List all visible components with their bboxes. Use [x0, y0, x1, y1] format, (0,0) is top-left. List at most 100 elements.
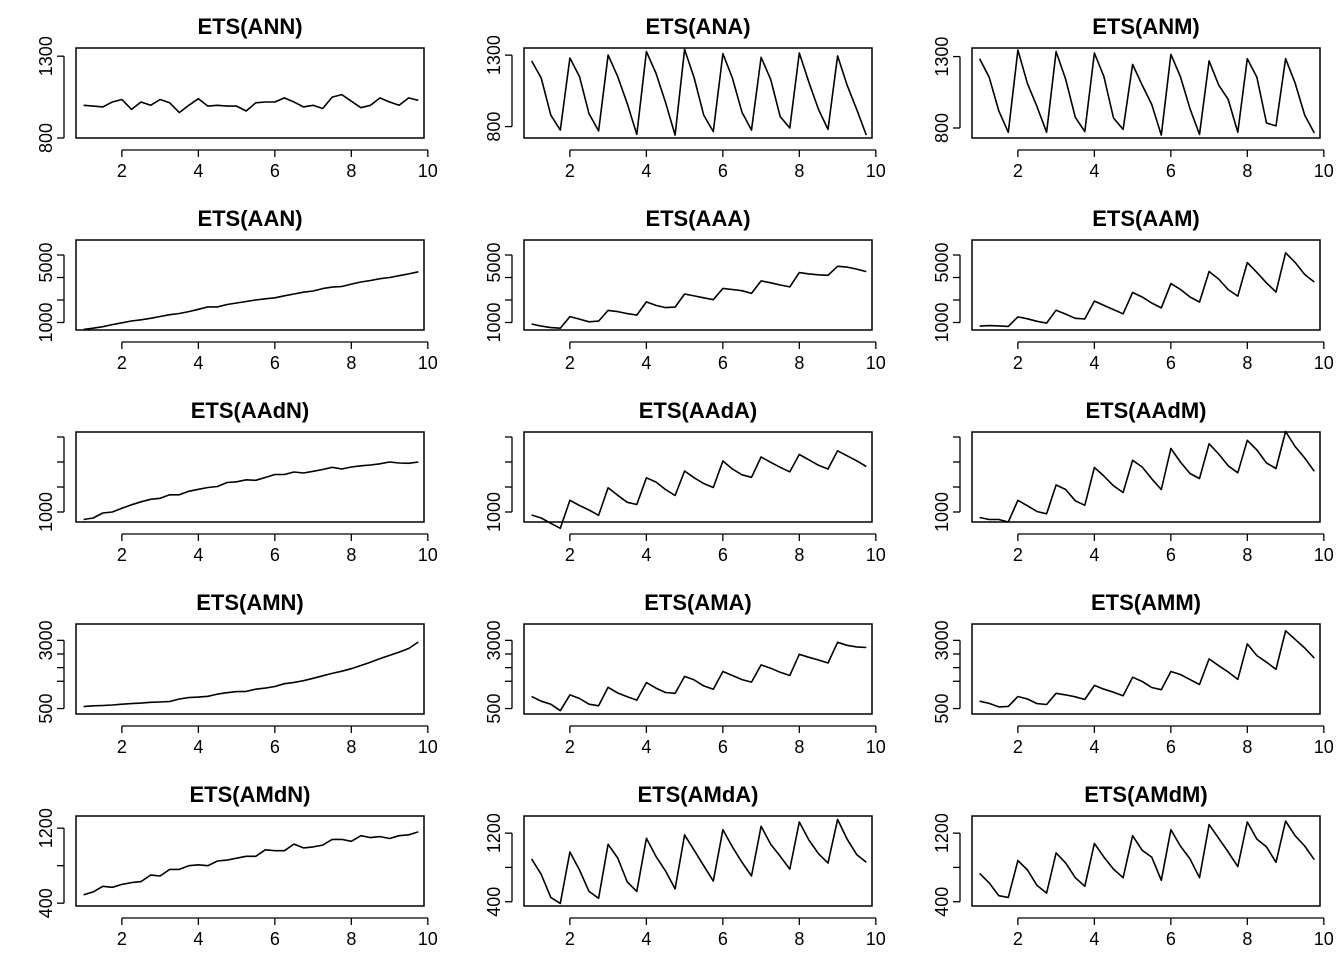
x-tick-label: 4 — [641, 353, 651, 373]
panel-12: ETS(AMdN) 2 4 6 8 10 400 1200 — [36, 782, 438, 949]
series-line — [83, 93, 419, 114]
x-tick-label: 2 — [565, 545, 575, 565]
y-tick-label: 800 — [932, 113, 952, 143]
x-tick-label: 10 — [866, 353, 886, 373]
y-tick-label: 500 — [36, 694, 56, 724]
x-tick-label: 4 — [193, 161, 203, 181]
x-tick-label: 2 — [1013, 353, 1023, 373]
x-tick-label: 10 — [1314, 929, 1334, 949]
x-tick-label: 6 — [718, 929, 728, 949]
plot-frame — [523, 239, 873, 331]
series-line — [83, 271, 419, 331]
x-tick-label: 8 — [1242, 161, 1252, 181]
series-line — [979, 629, 1315, 708]
plot-frame — [971, 815, 1321, 907]
y-tick-label: 1200 — [932, 813, 952, 853]
y-tick-label: 3000 — [36, 620, 56, 660]
x-tick-label: 4 — [641, 545, 651, 565]
x-tick-label: 6 — [270, 161, 280, 181]
x-tick-label: 2 — [565, 929, 575, 949]
y-tick-label: 400 — [36, 888, 56, 918]
x-tick-label: 4 — [641, 161, 651, 181]
panel-0: ETS(ANN) 2 4 6 8 10 800 1300 — [36, 14, 438, 181]
panel-title: ETS(ANM) — [1092, 14, 1200, 39]
x-tick-label: 8 — [794, 929, 804, 949]
y-tick-label: 1200 — [36, 808, 56, 848]
x-tick-label: 6 — [1166, 353, 1176, 373]
y-tick-label: 1300 — [36, 36, 56, 76]
x-tick-label: 6 — [1166, 929, 1176, 949]
plot-frame — [971, 47, 1321, 139]
x-tick-label: 10 — [1314, 353, 1334, 373]
series-line — [979, 252, 1315, 328]
series-line — [530, 818, 867, 905]
x-tick-label: 4 — [1089, 161, 1099, 181]
panel-11: ETS(AMM) 2 4 6 8 10 500 3000 — [932, 590, 1334, 757]
x-tick-label: 4 — [1089, 545, 1099, 565]
panel-14: ETS(AMdM) 2 4 6 8 10 400 1200 — [932, 782, 1334, 949]
x-tick-label: 2 — [117, 353, 127, 373]
y-tick-label: 1000 — [932, 492, 952, 532]
x-tick-label: 10 — [1314, 545, 1334, 565]
x-tick-label: 6 — [1166, 737, 1176, 757]
panel-6: ETS(AAdN) 2 4 6 8 10 1000 — [36, 398, 438, 565]
x-tick-label: 4 — [193, 353, 203, 373]
y-tick-label: 1300 — [932, 37, 952, 77]
x-tick-label: 6 — [718, 545, 728, 565]
panel-7: ETS(AAdA) 2 4 6 8 10 1000 — [484, 398, 886, 565]
x-tick-label: 8 — [1242, 545, 1252, 565]
x-tick-label: 2 — [1013, 545, 1023, 565]
x-tick-label: 4 — [193, 545, 203, 565]
y-tick-label: 5000 — [36, 242, 56, 282]
x-tick-label: 4 — [641, 737, 651, 757]
y-tick-label: 400 — [484, 887, 504, 917]
y-tick-label: 3000 — [484, 620, 504, 660]
x-tick-label: 10 — [1314, 161, 1334, 181]
x-tick-label: 2 — [565, 737, 575, 757]
y-tick-label: 3000 — [932, 620, 952, 660]
x-tick-label: 4 — [193, 929, 203, 949]
panel-title: ETS(AMdN) — [190, 782, 311, 807]
series-line — [979, 430, 1315, 523]
x-tick-label: 8 — [794, 161, 804, 181]
x-tick-label: 6 — [270, 353, 280, 373]
panel-title: ETS(AMM) — [1091, 590, 1201, 615]
x-tick-label: 6 — [718, 161, 728, 181]
series-line — [83, 831, 419, 896]
x-tick-label: 8 — [1242, 737, 1252, 757]
panel-title: ETS(AAN) — [197, 206, 302, 231]
x-tick-label: 2 — [117, 161, 127, 181]
x-tick-label: 4 — [1089, 353, 1099, 373]
x-tick-label: 10 — [418, 737, 438, 757]
x-tick-label: 8 — [346, 161, 356, 181]
plot-frame — [523, 431, 873, 523]
plot-frame — [75, 623, 425, 715]
x-tick-label: 6 — [1166, 161, 1176, 181]
panel-title: ETS(AAdM) — [1086, 398, 1207, 423]
x-tick-label: 10 — [418, 353, 438, 373]
x-tick-label: 8 — [1242, 929, 1252, 949]
x-tick-label: 10 — [866, 545, 886, 565]
y-tick-label: 1000 — [484, 302, 504, 342]
panel-title: ETS(ANN) — [197, 14, 302, 39]
panel-title: ETS(AMN) — [196, 590, 304, 615]
x-tick-label: 8 — [346, 545, 356, 565]
panel-4: ETS(AAA) 2 4 6 8 10 1000 5000 — [484, 206, 886, 373]
x-tick-label: 10 — [866, 929, 886, 949]
x-tick-label: 8 — [794, 737, 804, 757]
x-tick-label: 8 — [346, 929, 356, 949]
y-tick-label: 400 — [932, 887, 952, 917]
plot-frame — [971, 239, 1321, 331]
y-tick-label: 500 — [932, 694, 952, 724]
panel-8: ETS(AAdM) 2 4 6 8 10 1000 — [932, 398, 1334, 565]
panel-title: ETS(AAA) — [645, 206, 750, 231]
x-tick-label: 2 — [117, 929, 127, 949]
plot-frame — [971, 623, 1321, 715]
x-tick-label: 6 — [270, 929, 280, 949]
x-tick-label: 4 — [641, 929, 651, 949]
x-tick-label: 2 — [1013, 161, 1023, 181]
plot-frame — [523, 815, 873, 907]
x-tick-label: 8 — [346, 353, 356, 373]
y-tick-label: 1000 — [36, 302, 56, 342]
